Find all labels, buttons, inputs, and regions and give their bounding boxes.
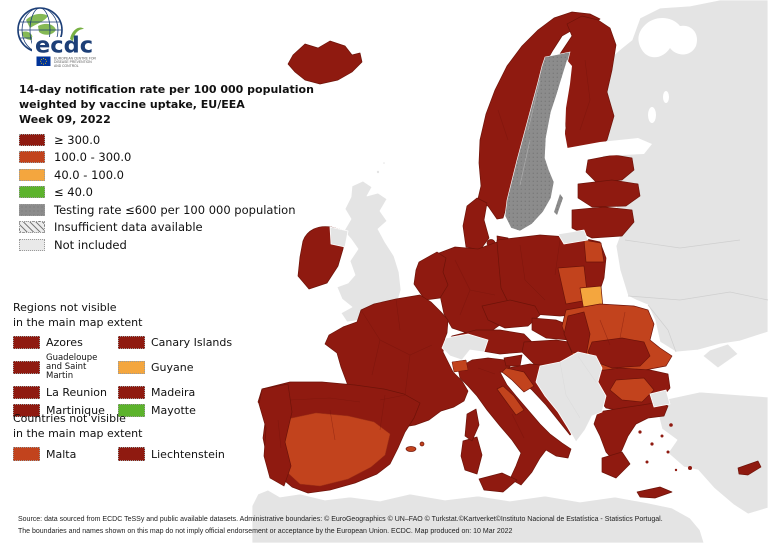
map-orkney: [375, 169, 380, 174]
map-portugal: [258, 383, 293, 487]
logo-wordmark: ecdc: [35, 33, 93, 59]
map-croatia-nw-orange: [501, 367, 535, 393]
map-shetland: [382, 161, 386, 165]
swatch-la-reunion: [13, 386, 40, 399]
map-sweden-borders: [519, 79, 541, 186]
legend-title-line3: Week 09, 2022: [19, 113, 111, 126]
svg-text:EUROPEAN CENTRE FOR: EUROPEAN CENTRE FOR: [54, 57, 97, 61]
countries-not-visible-section: Countries not visible in the main map ex…: [13, 411, 241, 466]
footnote-line1: Source: data sourced from ECDC TeSSy and…: [18, 516, 663, 523]
legend-item-testing: Testing rate ≤600 per 100 000 population: [19, 201, 314, 219]
map-sweden: [504, 51, 571, 232]
map-corsica: [464, 408, 480, 442]
swatch-ge-300: [19, 133, 45, 146]
swatch-guyane: [118, 361, 145, 374]
footnote-line2: The boundaries and names shown on this m…: [18, 527, 513, 535]
legend-item-ge-300: ≥ 300.0: [19, 131, 314, 149]
map-crete: [636, 486, 673, 499]
swatch-guadeloupe: [13, 361, 40, 374]
map-iceland: [287, 40, 363, 85]
map-poland-ne-orange: [583, 239, 605, 263]
swatch-canary-islands: [118, 336, 145, 349]
map-aosta-orange: [451, 359, 469, 373]
swatch-martinique: [13, 404, 40, 417]
map-denmark: [462, 197, 490, 251]
map-cyprus: [737, 460, 762, 476]
map-estonia: [585, 154, 635, 183]
legend-item-40-100: 40.0 - 100.0: [19, 166, 314, 184]
map-gulf-of-finland: [556, 138, 652, 160]
map-turkey-thrace: [649, 389, 671, 408]
map-gulfs: [546, 60, 652, 179]
map-non-eu-overlays: [329, 226, 671, 443]
legend-title: 14-day notification rate per 100 000 pop…: [19, 82, 314, 127]
map-north-africa: [251, 489, 705, 543]
map-northern-ireland: [329, 226, 349, 248]
swatch-100-300: [19, 151, 45, 164]
map-lithuania: [571, 206, 635, 239]
ecdc-logo: ecdc EUROPEAN CENTRE FOR DISEASE PREVENT…: [17, 7, 116, 68]
eu-flag-icon: [36, 56, 51, 66]
map-gotland: [554, 194, 563, 215]
legend-item-not-included: Not included: [19, 236, 314, 254]
map-footnote: Source: data sourced from ECDC TeSSy and…: [18, 514, 763, 537]
legend-item-le-40: ≤ 40.0: [19, 184, 314, 202]
map-turkey: [657, 391, 768, 515]
map-crimea: [702, 343, 739, 369]
map-aegean-islands: [638, 423, 692, 472]
swatch-le-40: [19, 186, 45, 199]
map-greece: [593, 401, 669, 463]
swatch-insufficient: [19, 221, 45, 234]
map-kaliningrad: [557, 229, 589, 245]
swatch-mayotte: [118, 404, 145, 417]
countries-section-title: Countries not visible in the main map ex…: [13, 412, 143, 440]
map-menorca: [419, 441, 425, 447]
legend-title-line1: 14-day notification rate per 100 000 pop…: [19, 83, 314, 96]
map-benelux: [413, 251, 449, 301]
legend-item-insufficient: Insufficient data available: [19, 219, 314, 237]
map-gray-borders: [624, 239, 768, 353]
legend-item-100-300: 100.0 - 300.0: [19, 149, 314, 167]
map-sardinia: [460, 436, 483, 475]
map-west-balkans: [535, 351, 607, 443]
map-italy-adriatic-orange: [496, 385, 525, 416]
regions-section-title: Regions not visible in the main map exte…: [13, 301, 143, 329]
swatch-testing: [19, 203, 45, 216]
logo-caption: EUROPEAN CENTRE FOR DISEASE PREVENTION A…: [54, 57, 97, 68]
logo-leaf: [70, 27, 84, 41]
svg-text:DISEASE PREVENTION: DISEASE PREVENTION: [54, 60, 92, 64]
swatch-liechtenstein: [118, 447, 145, 461]
map-switzerland: [441, 333, 489, 361]
map-mallorca: [405, 446, 417, 452]
regions-not-visible-section: Regions not visible in the main map exte…: [13, 300, 241, 422]
map-white-sea-lakes: [638, 17, 698, 123]
map-region-borders: [277, 59, 626, 449]
swatch-azores: [13, 336, 40, 349]
map-peloponnese: [601, 451, 631, 479]
svg-text:AND CONTROL: AND CONTROL: [54, 64, 79, 68]
swatch-40-100: [19, 168, 45, 181]
map-legend: 14-day notification rate per 100 000 pop…: [19, 82, 314, 254]
map-balkan-borders: [559, 355, 597, 419]
swatch-madeira: [118, 386, 145, 399]
map-bulgaria-orange: [609, 377, 655, 403]
map-latvia: [577, 179, 641, 208]
legend-title-line2: weighted by vaccine uptake, EU/EEA: [19, 98, 245, 111]
map-sicily: [478, 472, 518, 493]
swatch-not-included: [19, 238, 45, 251]
swatch-malta: [13, 447, 40, 461]
map-gulf-of-bothnia: [546, 60, 576, 179]
